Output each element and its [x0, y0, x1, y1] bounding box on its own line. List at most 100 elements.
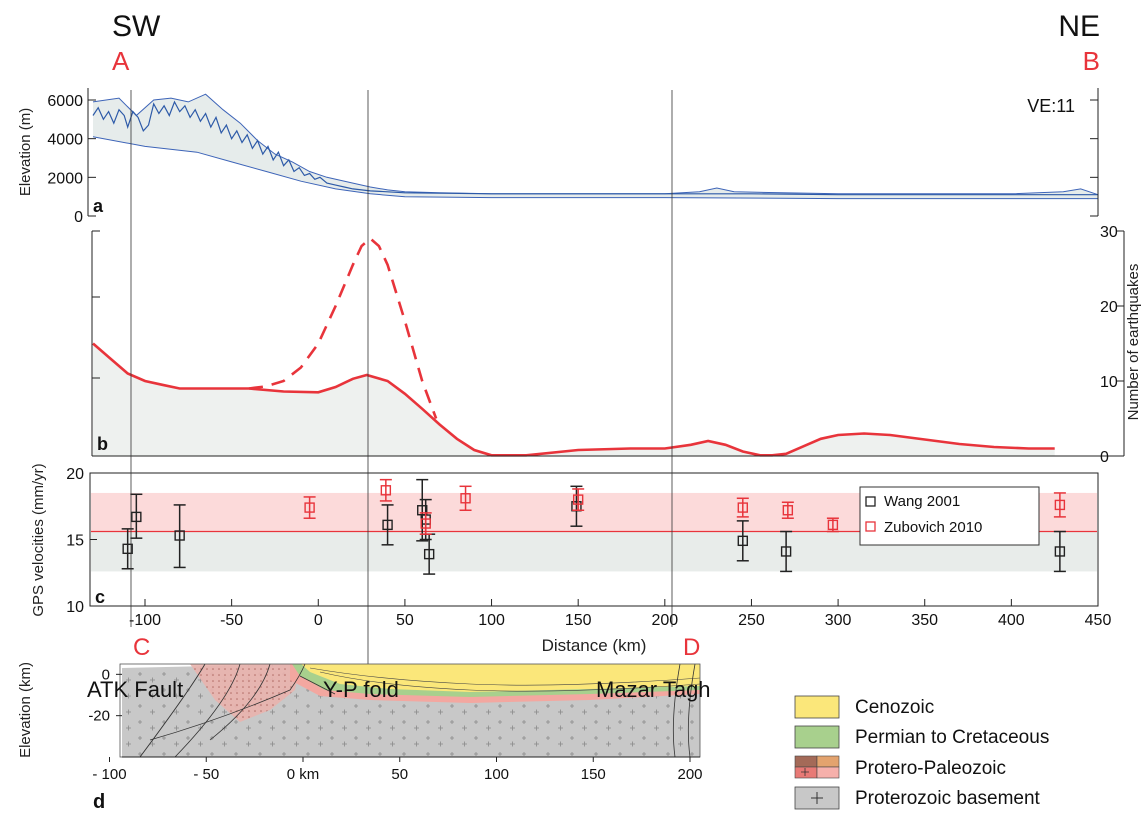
mazar-tagh-fault-trace	[672, 664, 681, 757]
zubovich-legend-label: Zubovich 2010	[884, 519, 982, 536]
elevation-profile-line	[92, 100, 1098, 196]
vertical-exaggeration-label: VE:11	[1027, 96, 1075, 116]
zubovich-point-marker	[304, 502, 315, 513]
gps-x-axis-label: Distance (km)	[542, 636, 647, 655]
zubovich-legend-marker	[865, 521, 876, 532]
fault-trace	[149, 664, 306, 741]
permian-cretaceous-legend-label: Permian to Cretaceous	[855, 727, 1049, 748]
elevation-tick-label: 6000	[47, 93, 83, 110]
wang-point	[130, 493, 143, 539]
cross-section-y-tick-label: -20	[88, 708, 110, 725]
section-end-label: B	[1083, 46, 1100, 76]
cross-section-x-tick-label: - 100	[92, 766, 126, 783]
panel-b-label: b	[97, 434, 108, 454]
gps-x-tick-label: 300	[825, 612, 852, 629]
zubovich-point	[736, 497, 749, 518]
gps-y-tick-label: 10	[66, 599, 84, 616]
wang-point	[121, 528, 134, 570]
gps-x-tick-label: 400	[998, 612, 1025, 629]
cross-section-x-tick-label: 150	[581, 766, 606, 783]
zubovich-point-marker	[827, 519, 839, 531]
cross-section-x-tick-label: 0 km	[287, 766, 320, 783]
cross-section-x-tick-label: - 50	[193, 766, 219, 783]
panel-d-label: d	[93, 791, 105, 813]
elevation-tick-label: 4000	[47, 132, 83, 149]
zubovich-point	[826, 517, 839, 533]
permian-cretaceous-swatch	[794, 725, 840, 749]
wang-point-marker	[780, 546, 792, 557]
panel-a-label: a	[93, 196, 104, 216]
fault-trace	[687, 664, 696, 757]
wang-point	[173, 504, 186, 569]
atk-fault-trace	[139, 664, 206, 757]
zubovich-point-marker	[782, 505, 794, 516]
zubovich-point-marker	[460, 493, 471, 504]
sw-label: SW	[112, 10, 161, 43]
wang-point	[381, 504, 394, 546]
elevation-tick-label: 0	[74, 209, 83, 226]
geology-legend: Cenozoic Permian to Cretaceous Protero-P…	[794, 695, 1049, 810]
panel-c-label: c	[95, 587, 105, 607]
wang-point-marker	[423, 548, 435, 560]
cross-section-x-tick-label: 200	[677, 766, 702, 783]
earthquake-y-axis-label: Number of earthquakes	[1125, 264, 1142, 421]
gps-legend: Wang 2001 Zubovich 2010	[859, 486, 1040, 546]
elevation-y-axis-label: Elevation (m)	[17, 108, 34, 196]
wang-legend-marker	[865, 496, 876, 507]
elevation-envelope-max-line	[92, 93, 1099, 196]
wang-point	[780, 530, 793, 573]
protero-paleozoic-swatch	[794, 755, 840, 779]
zubovich-point-marker	[380, 485, 392, 496]
fault-trace	[174, 664, 241, 757]
gps-x-tick-label: -100	[129, 612, 161, 629]
wang-point-marker	[737, 535, 748, 547]
gps-x-tick-label: 50	[396, 612, 414, 629]
zubovich-point	[1053, 492, 1066, 518]
wang-point	[736, 520, 749, 562]
wang-point-marker	[1054, 546, 1066, 557]
gps-x-tick-label: 350	[911, 612, 938, 629]
zubovich-point-marker	[737, 502, 748, 513]
elevation-panel: 0 2000 4000 6000 Elevation (m) VE:11 a	[17, 88, 1099, 226]
wang-legend-label: Wang 2001	[884, 493, 960, 510]
wang-point-marker	[382, 519, 393, 531]
gps-y-tick-label: 20	[66, 466, 84, 483]
gps-panel: 10 15 20 -100 -50 0 50 100 150 200 250 300 350 400 450…	[30, 463, 1111, 661]
wang-point-marker	[174, 530, 185, 541]
gps-x-tick-label: 100	[478, 612, 505, 629]
earthquake-tick-label: 20	[1100, 299, 1118, 316]
gps-y-axis-label: GPS velocities (mm/yr)	[30, 463, 47, 616]
earthquake-count-area	[93, 343, 1055, 456]
cenozoic-swatch	[794, 695, 840, 719]
zubovich-point	[781, 501, 794, 519]
elevation-tick-label: 2000	[47, 170, 83, 187]
earthquake-tick-label: 0	[1100, 449, 1109, 466]
fault-trace	[299, 675, 336, 695]
zubovich-point	[303, 496, 316, 519]
earthquake-count-dashed-line	[248, 236, 438, 419]
cross-section-panel: - 100 - 50 0 km 50 100 150 200 0 -20 Elevation (…	[17, 662, 1049, 813]
wang-point-marker	[122, 543, 133, 555]
earthquake-panel: 0 10 20 30 Number of earthquakes b	[91, 224, 1142, 466]
gps-x-tick-label: 250	[738, 612, 765, 629]
earthquake-tick-label: 10	[1100, 374, 1118, 391]
cross-section-y-axis-label: Elevation (km)	[17, 662, 34, 758]
gps-legend-box	[859, 486, 1040, 546]
protero-paleozoic-legend-label: Protero-Paleozoic	[855, 758, 1006, 779]
gps-x-tick-label: 150	[565, 612, 592, 629]
atk-fault-label: ATK Fault	[87, 677, 183, 702]
zubovich-point-marker	[572, 494, 584, 505]
elevation-envelope-area	[93, 94, 1098, 199]
gps-x-tick-label: 200	[651, 612, 678, 629]
gps-x-tick-label: -50	[220, 612, 243, 629]
section-c-label: C	[133, 634, 150, 661]
zubovich-point	[379, 478, 392, 502]
mazar-tagh-label: Mazar Tagh	[596, 677, 711, 702]
zubovich-point-marker	[420, 518, 431, 529]
elevation-envelope-min-line	[92, 136, 1098, 200]
cenozoic-legend-label: Cenozoic	[855, 697, 934, 718]
ne-label: NE	[1058, 10, 1100, 43]
proterozoic-basement-legend-label: Proterozoic basement	[855, 788, 1041, 809]
earthquake-tick-label: 30	[1100, 224, 1118, 241]
